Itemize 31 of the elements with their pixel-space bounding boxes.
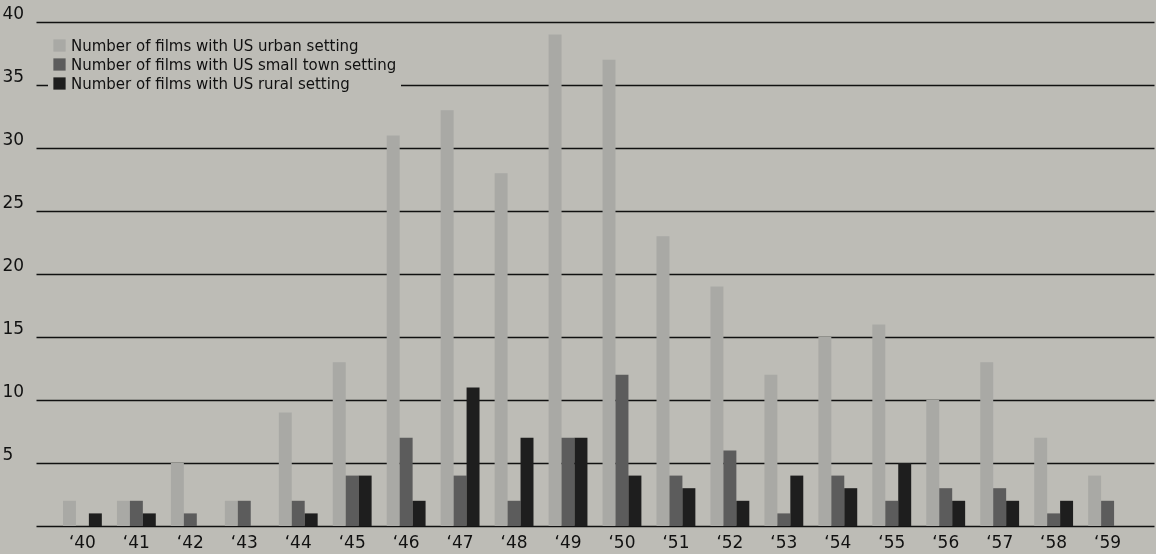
y-tick-label: 30 [2,128,25,149]
x-tick-label: ‘57 [986,531,1014,552]
y-tick-label: 15 [2,317,25,338]
legend-label: Number of films with US urban setting [71,36,359,55]
y-tick-label: 25 [2,191,25,212]
x-tick-label: ‘50 [608,531,636,552]
x-tick-label: ‘40 [68,531,96,552]
x-tick-label: ‘53 [770,531,798,552]
x-tick-label: ‘55 [878,531,906,552]
x-tick-label: ‘52 [716,531,744,552]
x-tick-label: ‘54 [824,531,852,552]
x-tick-label: ‘41 [122,531,150,552]
x-tick-label: ‘58 [1040,531,1068,552]
x-tick-label: ‘46 [392,531,420,552]
x-tick-label: ‘47 [446,531,474,552]
y-tick-label: 40 [2,2,25,23]
x-tick-label: ‘49 [554,531,582,552]
legend-label: Number of films with US rural setting [71,74,350,93]
x-tick-label: ‘44 [284,531,312,552]
y-tick-label: 20 [2,254,25,275]
x-tick-label: ‘42 [176,531,204,552]
y-tick-label: 10 [2,380,25,401]
x-tick-label: ‘45 [338,531,366,552]
x-tick-label: ‘59 [1094,531,1122,552]
legend-label: Number of films with US small town setting [71,55,397,74]
y-tick-label: 5 [2,443,14,464]
x-tick-label: ‘48 [500,531,528,552]
x-tick-label: ‘43 [230,531,258,552]
x-tick-label: ‘56 [932,531,960,552]
x-tick-label: ‘51 [662,531,690,552]
y-tick-label: 35 [2,65,25,86]
